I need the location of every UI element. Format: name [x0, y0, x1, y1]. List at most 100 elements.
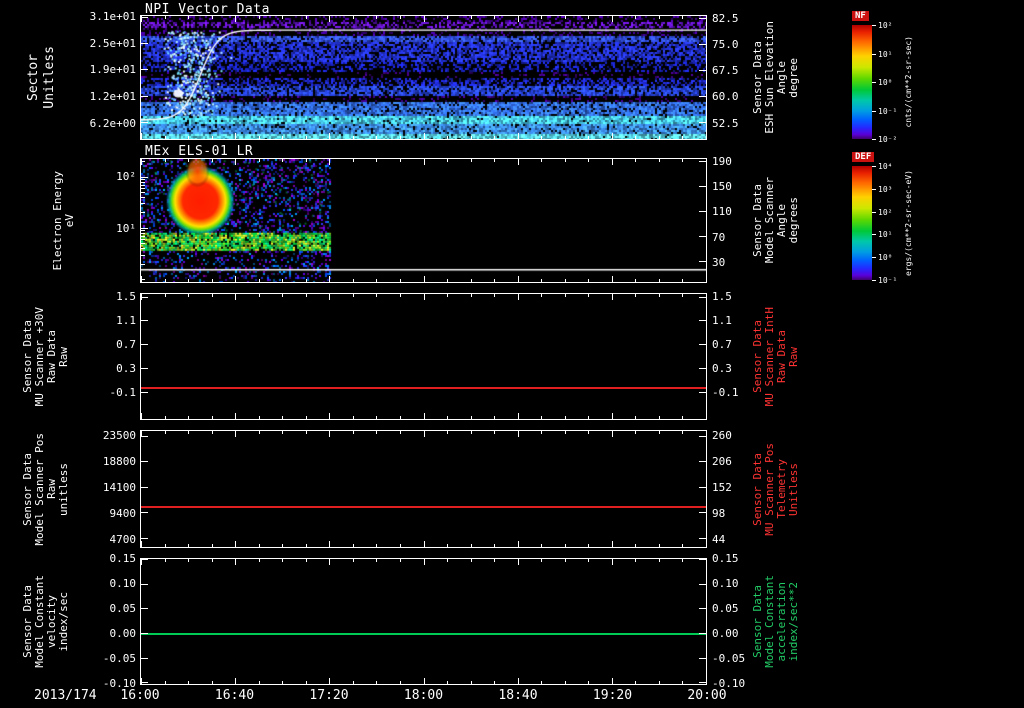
y-tick-mark [141, 122, 148, 123]
x-tick-mark [682, 16, 683, 19]
x-tick-mark [329, 159, 330, 165]
y-tick-mark [141, 658, 148, 659]
y-tick-mark-minor [141, 192, 145, 193]
y-tick-label-right: -0.1 [712, 386, 739, 399]
x-tick-label: 18:00 [403, 688, 444, 703]
x-tick-mark [165, 294, 166, 297]
y-tick-mark-minor [141, 203, 145, 204]
x-tick-mark [565, 16, 566, 19]
x-tick-mark [541, 294, 542, 297]
x-tick-mark [306, 416, 307, 419]
modconst-right-axis-label: Sensor Data Model Constant acceleration ind… [751, 558, 800, 685]
x-tick-mark [565, 159, 566, 162]
y-tick-label-left: 3.1e+01 [89, 10, 136, 23]
y-tick-label-left: 2.5e+01 [89, 37, 136, 50]
x-tick-mark [682, 544, 683, 547]
x-tick-mark [682, 279, 683, 282]
x-tick-mark [659, 431, 660, 434]
y-tick-label-right: 60.0 [712, 90, 739, 103]
x-tick-mark [659, 681, 660, 684]
x-tick-mark [188, 681, 189, 684]
x-tick-mark [541, 431, 542, 434]
x-tick-mark [306, 159, 307, 162]
x-tick-mark [424, 133, 425, 139]
x-tick-mark [259, 279, 260, 282]
x-tick-mark [306, 294, 307, 297]
x-tick-mark [376, 16, 377, 19]
x-tick-mark [706, 16, 707, 22]
x-tick-mark [141, 413, 142, 419]
y-tick-mark [699, 122, 706, 123]
x-tick-mark [541, 416, 542, 419]
x-tick-mark [682, 681, 683, 684]
y-tick-mark [141, 538, 148, 539]
x-tick-mark [471, 416, 472, 419]
y-tick-mark [141, 177, 148, 178]
y-tick-label-right: 98 [712, 507, 726, 520]
x-tick-mark [212, 294, 213, 297]
colorbar-tick-label: 10² [878, 21, 893, 30]
y-tick-label-left: 0.05 [109, 602, 137, 615]
x-tick-mark [447, 681, 448, 684]
x-tick-mark [400, 431, 401, 434]
y-tick-mark [141, 461, 148, 462]
y-tick-mark [699, 297, 706, 298]
x-tick-mark [165, 159, 166, 162]
y-tick-mark-minor [141, 255, 145, 256]
x-tick-mark [635, 681, 636, 684]
nf-colorbar-units: cnts/(cm**2-sr-sec) [904, 25, 913, 139]
x-tick-mark [424, 16, 425, 22]
x-tick-mark [659, 416, 660, 419]
x-tick-mark [541, 136, 542, 139]
x-tick-mark [541, 559, 542, 562]
x-tick-mark [612, 541, 613, 547]
y-tick-mark [699, 186, 706, 187]
panel-mu30v [140, 293, 707, 420]
x-tick-mark [447, 279, 448, 282]
x-tick-mark [212, 544, 213, 547]
npi-spectrogram-canvas [141, 16, 706, 139]
x-tick-mark [612, 559, 613, 565]
x-tick-mark [212, 681, 213, 684]
y-tick-label-left: -0.1 [109, 386, 137, 399]
x-tick-mark [659, 544, 660, 547]
x-tick-mark [447, 16, 448, 19]
y-tick-mark [141, 17, 148, 18]
y-tick-label-right: 52.5 [712, 117, 739, 130]
x-tick-mark [565, 559, 566, 562]
x-tick-mark [329, 16, 330, 22]
y-tick-mark [141, 584, 148, 585]
x-tick-mark [424, 276, 425, 282]
colorbar-tick-label: 10³ [878, 185, 893, 194]
x-tick-mark [188, 279, 189, 282]
colorbar-tick-mark [872, 111, 876, 112]
scanpos-right-axis-label-line: Unitless [787, 462, 800, 516]
x-tick-mark [329, 276, 330, 282]
x-tick-mark [494, 16, 495, 19]
x-tick-mark [588, 681, 589, 684]
x-tick-mark [353, 159, 354, 162]
y-tick-mark-minor [141, 185, 145, 186]
x-tick-mark [282, 159, 283, 162]
x-tick-mark [706, 133, 707, 139]
x-tick-mark [141, 678, 142, 684]
colorbar-tick-mark [872, 54, 876, 55]
x-tick-mark [635, 16, 636, 19]
y-tick-label-left: 1.2e+01 [89, 90, 136, 103]
x-tick-mark [212, 159, 213, 162]
y-tick-mark [699, 608, 706, 609]
colorbar-tick-label: 10⁻¹ [878, 107, 898, 116]
x-tick-mark [212, 279, 213, 282]
x-tick-mark [376, 279, 377, 282]
x-tick-mark [494, 294, 495, 297]
y-tick-mark [699, 538, 706, 539]
x-tick-mark [565, 136, 566, 139]
npi-right-axis-label-line: degree [787, 57, 800, 98]
y-tick-mark [141, 368, 148, 369]
y-tick-label-right: 75.0 [712, 38, 739, 51]
x-tick-mark [424, 559, 425, 565]
x-tick-mark [518, 678, 519, 684]
x-tick-mark [188, 559, 189, 562]
x-tick-mark [282, 431, 283, 434]
